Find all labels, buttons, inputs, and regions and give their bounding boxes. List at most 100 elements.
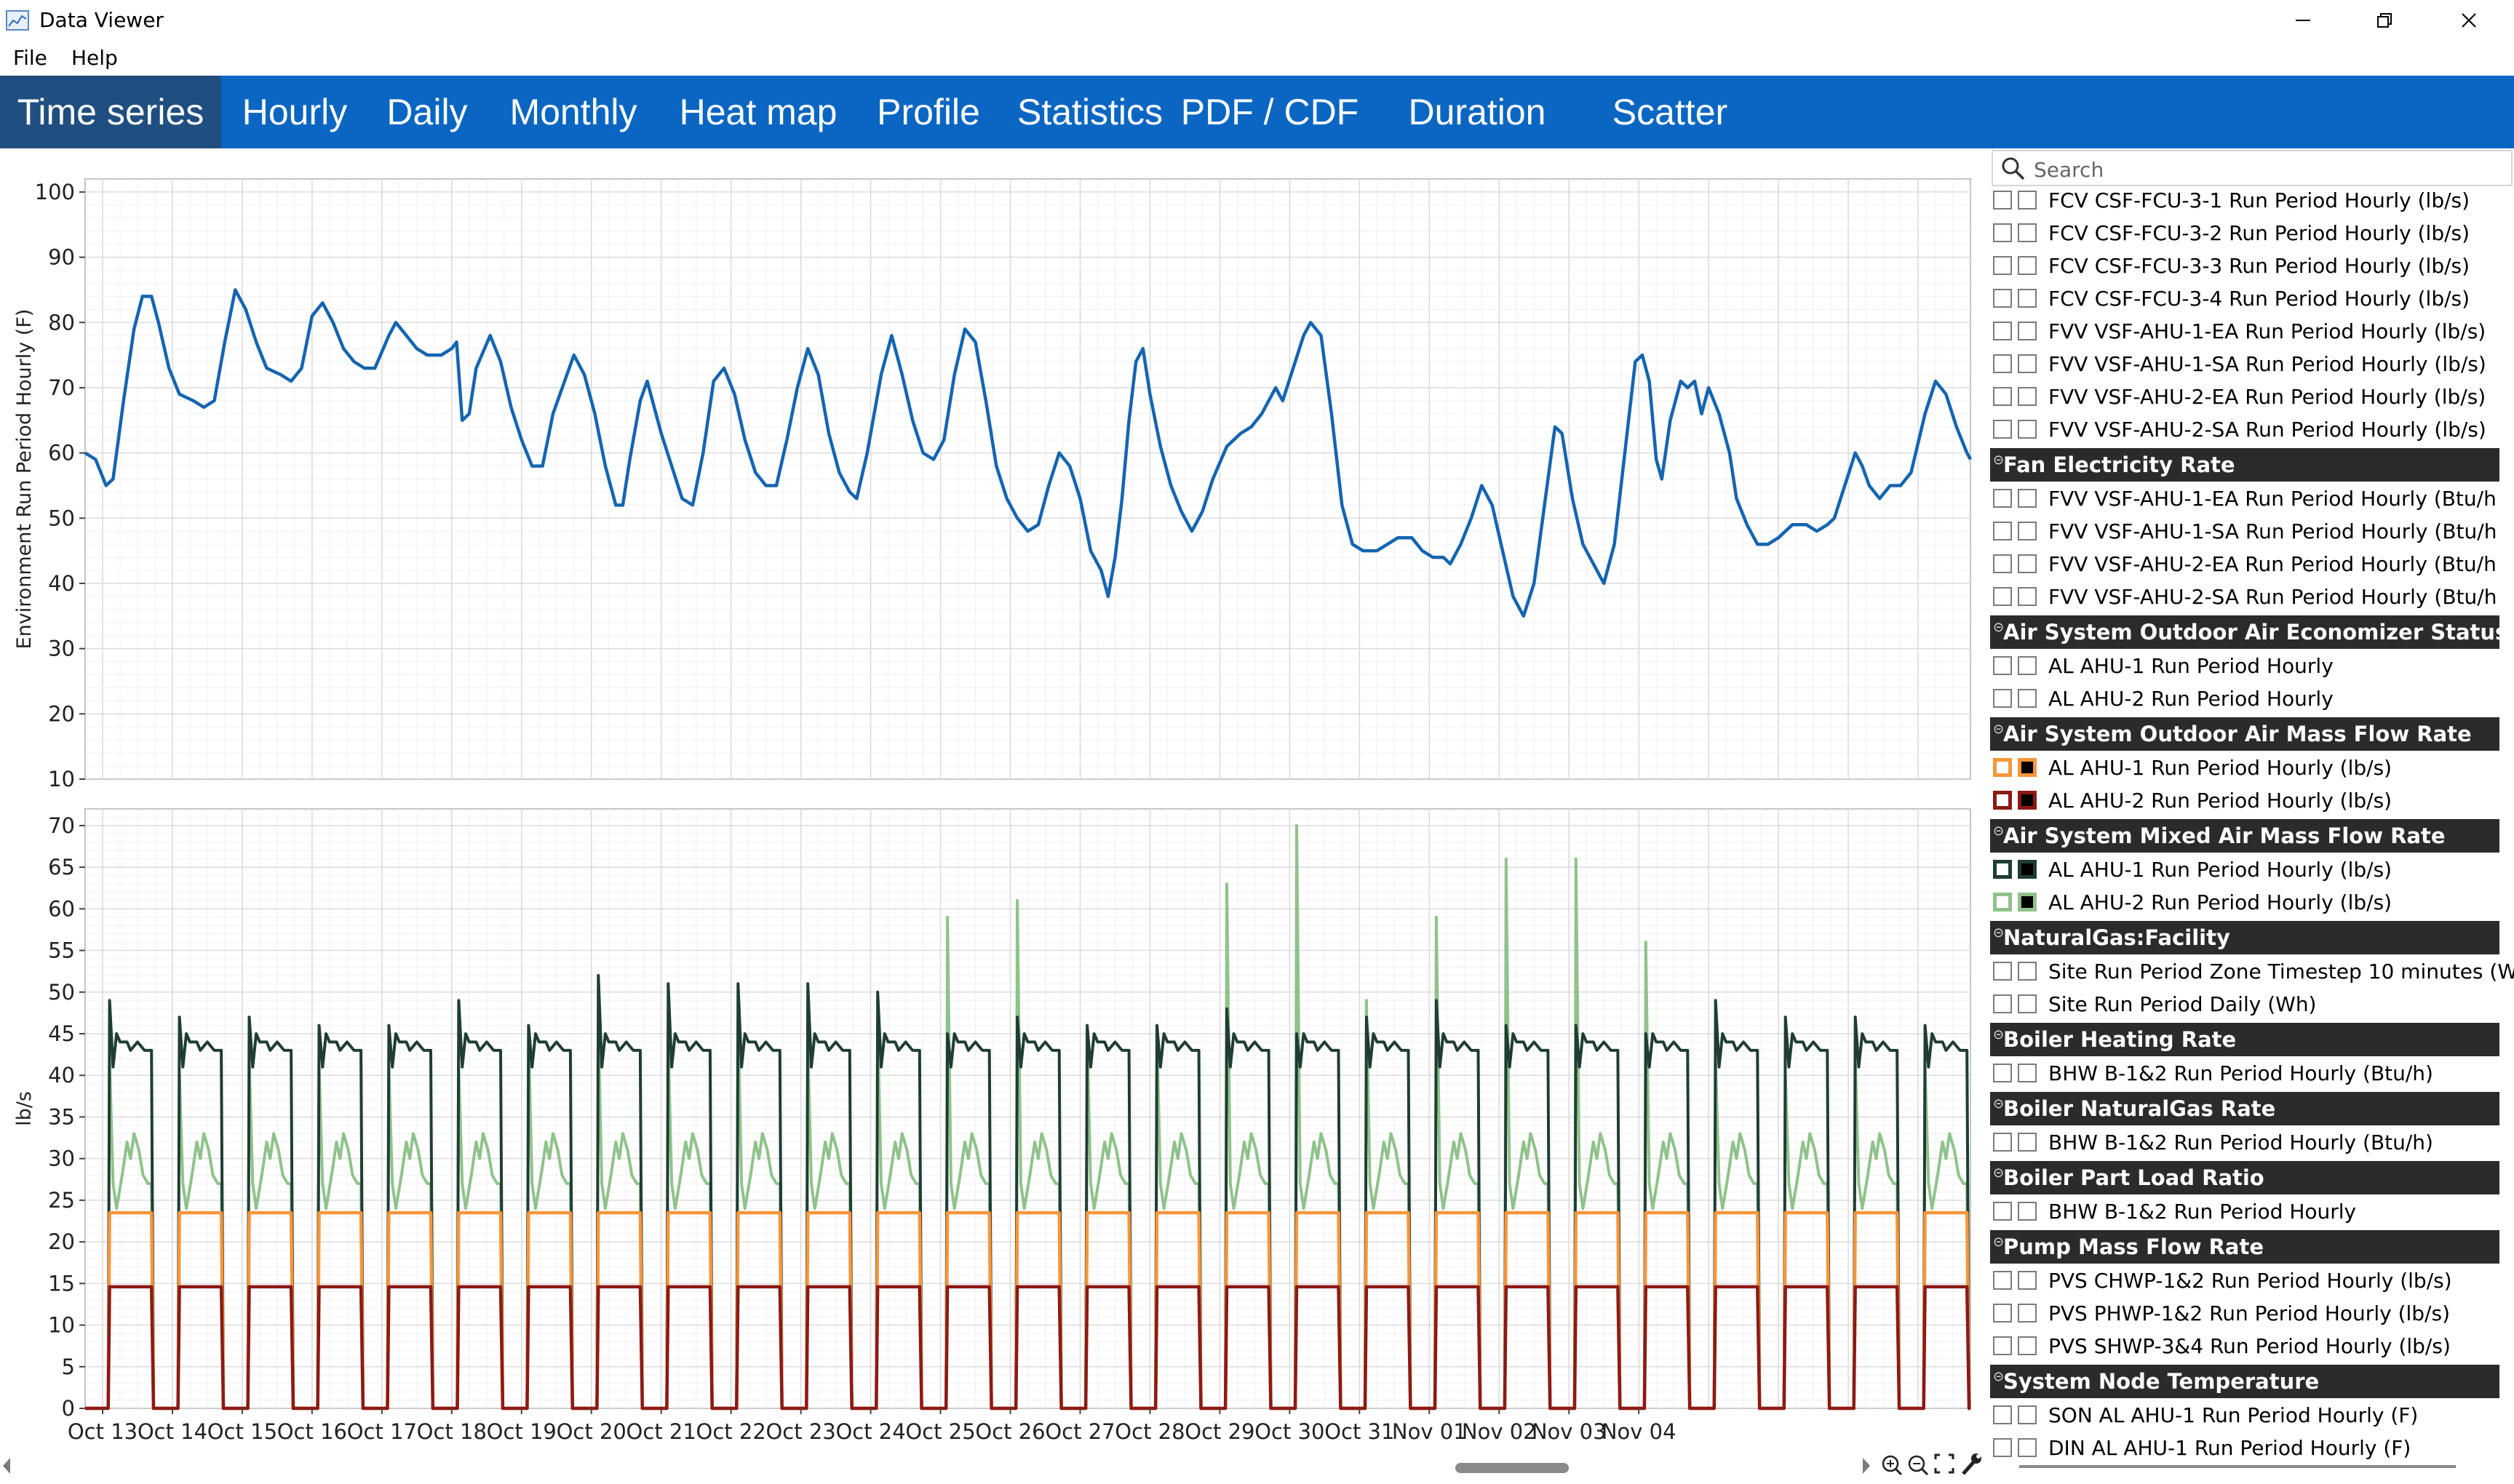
select-checkbox[interactable] <box>1993 289 2012 308</box>
tab-heat-map[interactable]: Heat map <box>679 92 838 132</box>
select-checkbox[interactable] <box>1993 420 2012 439</box>
tab-profile[interactable]: Profile <box>877 92 980 132</box>
collapse-icon[interactable]: ⊝ <box>1993 452 2005 468</box>
color-swatch[interactable] <box>2018 1133 2037 1152</box>
color-swatch[interactable] <box>2018 1202 2037 1221</box>
select-checkbox[interactable] <box>1993 860 2012 879</box>
tab-daily[interactable]: Daily <box>386 92 468 132</box>
select-checkbox[interactable] <box>1993 554 2012 573</box>
color-swatch[interactable] <box>2018 256 2037 275</box>
color-swatch[interactable] <box>2018 522 2037 540</box>
select-checkbox[interactable] <box>1993 354 2012 373</box>
color-swatch[interactable] <box>2018 554 2037 573</box>
color-swatch[interactable] <box>2018 1405 2037 1424</box>
group-header[interactable]: ⊝ NaturalGas:Facility <box>1990 921 2499 954</box>
scroll-right-arrow-icon[interactable] <box>1863 1458 1870 1474</box>
color-swatch[interactable] <box>2018 289 2037 308</box>
select-checkbox[interactable] <box>1993 223 2012 242</box>
group-header[interactable]: ⊝ Air System Mixed Air Mass Flow Rate <box>1990 819 2499 853</box>
group-header[interactable]: ⊝ Boiler Heating Rate <box>1990 1023 2499 1056</box>
color-swatch[interactable] <box>2018 1304 2037 1323</box>
close-button[interactable] <box>2429 0 2509 41</box>
color-swatch[interactable] <box>2018 354 2037 373</box>
search-input[interactable] <box>2034 156 2499 183</box>
color-swatch[interactable] <box>2018 223 2037 242</box>
scroll-thumb[interactable] <box>1455 1463 1569 1473</box>
color-swatch[interactable] <box>2018 322 2037 340</box>
color-swatch[interactable] <box>2018 791 2037 810</box>
color-swatch[interactable] <box>2018 758 2037 777</box>
select-checkbox[interactable] <box>1993 1438 2012 1457</box>
collapse-icon[interactable]: ⊝ <box>1993 925 2005 941</box>
select-checkbox[interactable] <box>1993 893 2012 911</box>
group-header[interactable]: ⊝ Air System Outdoor Air Mass Flow Rate <box>1990 717 2499 751</box>
zoom-out-icon[interactable] <box>1908 1455 1929 1476</box>
collapse-icon[interactable]: ⊝ <box>1993 823 2005 839</box>
tab-scatter[interactable]: Scatter <box>1612 92 1728 132</box>
tab-monthly[interactable]: Monthly <box>509 92 637 132</box>
collapse-icon[interactable]: ⊝ <box>1993 1369 2005 1384</box>
collapse-icon[interactable]: ⊝ <box>1993 1027 2005 1042</box>
color-swatch[interactable] <box>2018 689 2037 708</box>
select-checkbox[interactable] <box>1993 1405 2012 1424</box>
collapse-icon[interactable]: ⊝ <box>1993 1096 2005 1112</box>
select-checkbox[interactable] <box>1993 1336 2012 1355</box>
horizontal-scrollbar[interactable] <box>0 1448 1877 1484</box>
color-swatch[interactable] <box>2018 893 2037 911</box>
select-checkbox[interactable] <box>1993 1202 2012 1221</box>
collapse-icon[interactable]: ⊝ <box>1993 722 2005 737</box>
select-checkbox[interactable] <box>1993 758 2012 777</box>
color-swatch[interactable] <box>2018 489 2037 508</box>
zoom-in-icon[interactable] <box>1882 1455 1903 1476</box>
select-checkbox[interactable] <box>1993 256 2012 275</box>
collapse-icon[interactable]: ⊝ <box>1993 1234 2005 1250</box>
select-checkbox[interactable] <box>1993 1304 2012 1323</box>
scroll-left-arrow-icon[interactable] <box>3 1458 10 1474</box>
wrench-icon[interactable] <box>1962 1453 1981 1475</box>
select-checkbox[interactable] <box>1993 791 2012 810</box>
color-swatch[interactable] <box>2018 191 2037 210</box>
color-swatch[interactable] <box>2018 860 2037 879</box>
select-checkbox[interactable] <box>1993 962 2012 981</box>
panel-horizontal-scroll-thumb[interactable] <box>2019 1465 2456 1468</box>
select-checkbox[interactable] <box>1993 994 2012 1013</box>
fit-view-icon[interactable] <box>1934 1453 1954 1474</box>
tab-statistics[interactable]: Statistics <box>1017 92 1163 132</box>
select-checkbox[interactable] <box>1993 387 2012 406</box>
select-checkbox[interactable] <box>1993 489 2012 508</box>
group-header[interactable]: ⊝ System Node Temperature <box>1990 1365 2499 1398</box>
menu-file[interactable]: File <box>13 46 47 70</box>
select-checkbox[interactable] <box>1993 689 2012 708</box>
select-checkbox[interactable] <box>1993 1271 2012 1290</box>
collapse-icon[interactable]: ⊝ <box>1993 1165 2005 1181</box>
select-checkbox[interactable] <box>1993 1064 2012 1082</box>
minimize-button[interactable] <box>2263 0 2343 41</box>
color-swatch[interactable] <box>2018 387 2037 406</box>
menu-help[interactable]: Help <box>71 46 118 70</box>
color-swatch[interactable] <box>2018 962 2037 981</box>
select-checkbox[interactable] <box>1993 1133 2012 1152</box>
color-swatch[interactable] <box>2018 420 2037 439</box>
group-header[interactable]: ⊝ Fan Electricity Rate <box>1990 448 2499 482</box>
color-swatch[interactable] <box>2018 1271 2037 1290</box>
group-header[interactable]: ⊝ Boiler NaturalGas Rate <box>1990 1092 2499 1125</box>
color-swatch[interactable] <box>2018 994 2037 1013</box>
select-checkbox[interactable] <box>1993 656 2012 675</box>
select-checkbox[interactable] <box>1993 191 2012 210</box>
color-swatch[interactable] <box>2018 1336 2037 1355</box>
color-swatch[interactable] <box>2018 1064 2037 1082</box>
color-swatch[interactable] <box>2018 656 2037 675</box>
tab-time-series[interactable]: Time series <box>0 76 221 148</box>
restore-button[interactable] <box>2344 0 2425 41</box>
tab-pdf-cdf[interactable]: PDF / CDF <box>1180 92 1359 132</box>
group-header[interactable]: ⊝ Pump Mass Flow Rate <box>1990 1230 2499 1264</box>
select-checkbox[interactable] <box>1993 522 2012 540</box>
tab-hourly[interactable]: Hourly <box>242 92 348 132</box>
color-swatch[interactable] <box>2018 1438 2037 1457</box>
select-checkbox[interactable] <box>1993 587 2012 606</box>
color-swatch[interactable] <box>2018 587 2037 606</box>
tab-duration-curve[interactable]: Duration curve <box>1408 92 1546 205</box>
group-header[interactable]: ⊝ Boiler Part Load Ratio <box>1990 1161 2499 1194</box>
select-checkbox[interactable] <box>1993 322 2012 340</box>
